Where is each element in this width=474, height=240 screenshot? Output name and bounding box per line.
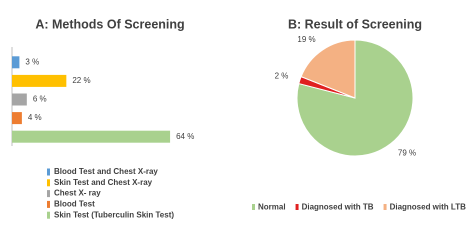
legend-label: Chest X- ray [54, 189, 101, 198]
data-label: 6 % [33, 95, 47, 104]
chart-title: A: Methods Of Screening [35, 17, 184, 31]
chart-title: B: Result of Screening [288, 17, 422, 31]
legend-marker [47, 200, 50, 208]
legend-marker [295, 204, 299, 210]
bar [12, 93, 27, 106]
legend-label: Skin Test (Tuberculin Skin Test) [54, 210, 174, 219]
legend-marker [252, 204, 255, 210]
data-label: 4 % [28, 113, 42, 122]
legend-label: Skin Test and Chest X-ray [54, 178, 153, 187]
legend-label: Diagnosed with TB [302, 203, 374, 212]
data-label: 2 % [275, 71, 289, 80]
legend-marker [47, 168, 50, 176]
bar [12, 130, 171, 143]
legend-marker [383, 204, 387, 210]
legend-marker [47, 190, 50, 198]
legend-label: Normal [258, 203, 286, 212]
bar [12, 74, 67, 87]
page: A: Methods Of Screening B: Result of Scr… [11, 17, 467, 220]
legend-label: Blood Test [54, 200, 95, 209]
data-label: 19 % [297, 35, 315, 44]
legend-marker [47, 211, 50, 219]
legend-label: Blood Test and Chest X-ray [54, 167, 158, 176]
data-label: 79 % [398, 148, 416, 157]
bar [12, 56, 20, 69]
pie-slice [300, 39, 356, 99]
legend-label: Diagnosed with LTB [390, 203, 467, 212]
data-label: 3 % [25, 57, 39, 66]
bar [12, 112, 22, 125]
data-label: 22 % [72, 76, 90, 85]
data-label: 64 % [176, 132, 194, 141]
legend-marker [47, 179, 50, 187]
